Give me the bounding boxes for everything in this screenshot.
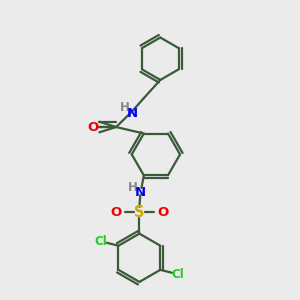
Text: O: O <box>157 206 169 219</box>
Text: Cl: Cl <box>172 268 184 281</box>
Text: O: O <box>87 121 98 134</box>
Text: N: N <box>127 107 138 120</box>
Text: H: H <box>128 181 138 194</box>
Text: Cl: Cl <box>94 235 107 248</box>
Text: N: N <box>135 186 146 199</box>
Text: S: S <box>134 205 145 220</box>
Text: O: O <box>110 206 122 219</box>
Text: H: H <box>120 101 130 114</box>
